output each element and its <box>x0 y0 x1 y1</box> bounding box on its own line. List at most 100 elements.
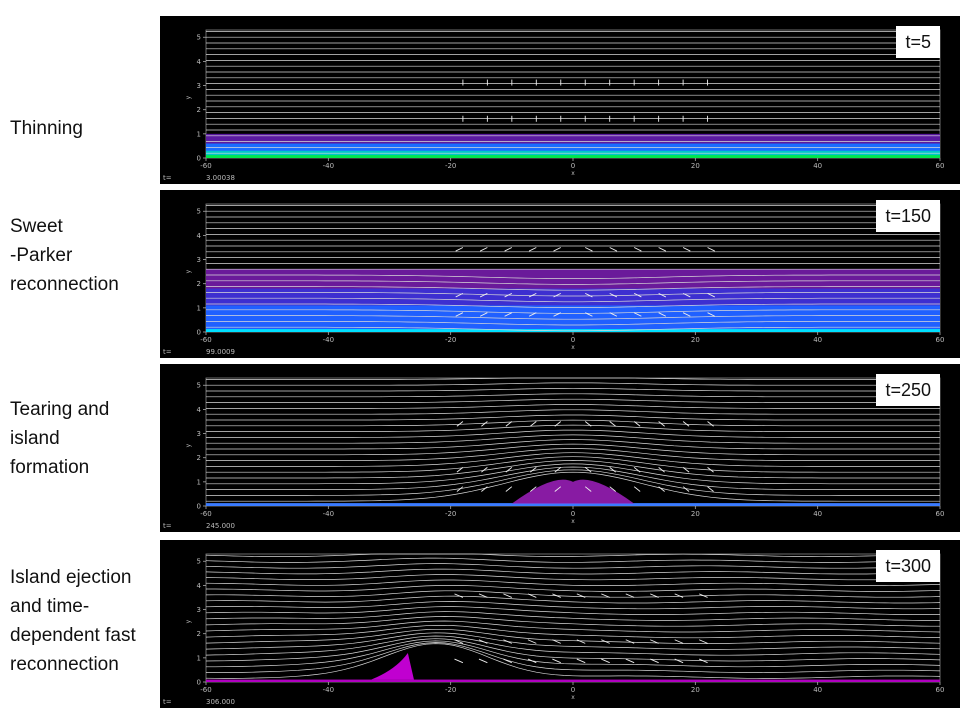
velocity-arrow <box>633 292 642 298</box>
field-line <box>206 466 940 490</box>
x-tick-label: 0 <box>571 510 575 518</box>
velocity-arrow <box>674 658 684 664</box>
x-tick-label: 20 <box>691 336 700 344</box>
time-readout-prefix: t= <box>163 522 172 530</box>
velocity-arrow <box>527 658 537 664</box>
field-line <box>206 292 940 297</box>
y-tick-label: 5 <box>197 208 201 216</box>
field-line <box>206 585 941 592</box>
field-line <box>206 463 940 485</box>
field-line <box>206 303 940 308</box>
velocity-arrow <box>528 312 537 317</box>
velocity-arrow <box>698 639 708 644</box>
field-line <box>206 286 940 291</box>
velocity-arrow <box>553 247 561 252</box>
field-line <box>205 595 941 604</box>
time-badge: t=5 <box>896 26 940 58</box>
x-tick-label: 20 <box>691 162 700 170</box>
y-tick-label: 0 <box>197 329 201 337</box>
velocity-arrow <box>585 292 593 298</box>
velocity-arrow <box>658 247 667 252</box>
velocity-arrow <box>633 486 641 492</box>
velocity-arrow <box>585 312 593 317</box>
stage-label-text: Sweet -Parker reconnection <box>10 216 119 295</box>
velocity-arrow <box>553 292 561 298</box>
x-tick-label: -60 <box>200 686 211 694</box>
velocity-arrow <box>601 658 610 664</box>
x-tick-label: 40 <box>813 510 822 518</box>
simulation-panel-2: -60 -40 -20 0 20 40 60 x 0 1 2 3 4 5 y t= 99.0009 t=150 <box>160 190 960 358</box>
velocity-arrow <box>479 292 488 298</box>
velocity-arrow <box>633 467 641 473</box>
velocity-arrow <box>530 467 537 473</box>
velocity-arrow <box>650 593 659 598</box>
field-line <box>205 579 941 586</box>
velocity-arrow <box>481 467 488 473</box>
velocity-arrow <box>554 486 562 492</box>
velocity-arrow <box>503 593 513 598</box>
velocity-arrow <box>456 486 464 492</box>
velocity-arrow <box>455 312 464 317</box>
velocity-arrow <box>707 312 715 317</box>
x-tick-label: 20 <box>691 686 700 694</box>
y-tick-label: 3 <box>197 606 201 614</box>
velocity-arrow <box>650 658 659 664</box>
y-tick-label: 5 <box>197 34 201 42</box>
velocity-arrow <box>481 421 488 427</box>
simulation-panel-4: -60 -40 -20 0 20 40 60 x 0 1 2 3 4 5 y t= 306.000 t=300 <box>160 540 960 708</box>
velocity-arrow <box>584 467 592 473</box>
field-line <box>205 557 941 563</box>
x-tick-label: 60 <box>936 336 945 344</box>
velocity-arrow <box>576 639 586 644</box>
y-tick-label: 1 <box>197 478 201 486</box>
velocity-arrow <box>552 593 561 598</box>
velocity-arrow <box>698 593 708 598</box>
sheet-core <box>206 155 940 158</box>
velocity-arrow <box>625 658 635 664</box>
x-tick-label: -20 <box>445 510 456 518</box>
velocity-arrow <box>553 312 561 317</box>
velocity-arrow <box>609 312 618 317</box>
x-tick-label: 40 <box>813 162 822 170</box>
field-line <box>206 640 941 668</box>
field-line <box>205 628 941 644</box>
x-axis-label: x <box>571 518 575 525</box>
field-line <box>206 393 940 398</box>
velocity-arrow <box>505 467 513 473</box>
velocity-arrow <box>504 292 513 298</box>
velocity-arrow <box>682 421 690 427</box>
x-tick-label: -60 <box>200 336 211 344</box>
field-line <box>206 315 940 320</box>
field-line <box>206 452 940 467</box>
velocity-arrow <box>528 292 537 298</box>
velocity-arrow <box>658 467 665 473</box>
velocity-arrow <box>682 486 690 492</box>
velocity-arrow <box>478 639 488 644</box>
field-line <box>205 606 941 615</box>
field-line <box>206 326 940 332</box>
field-line <box>206 429 940 438</box>
field-line <box>206 398 940 403</box>
field-line <box>205 563 941 569</box>
velocity-arrow <box>479 312 488 317</box>
x-axis-label: x <box>571 344 575 351</box>
velocity-arrow <box>633 247 642 252</box>
field-line <box>206 274 940 279</box>
velocity-arrow <box>584 486 592 492</box>
velocity-arrow <box>455 292 464 298</box>
x-tick-label: 60 <box>936 686 945 694</box>
velocity-arrow <box>584 421 592 427</box>
field-line <box>206 377 940 380</box>
velocity-arrow <box>625 593 635 598</box>
field-line <box>205 568 941 575</box>
x-tick-label: 40 <box>813 686 822 694</box>
x-tick-label: -20 <box>445 686 456 694</box>
field-line <box>206 419 940 427</box>
velocity-arrow <box>481 486 488 492</box>
field-line <box>205 642 941 673</box>
velocity-arrow <box>650 639 659 644</box>
field-line <box>205 574 941 581</box>
